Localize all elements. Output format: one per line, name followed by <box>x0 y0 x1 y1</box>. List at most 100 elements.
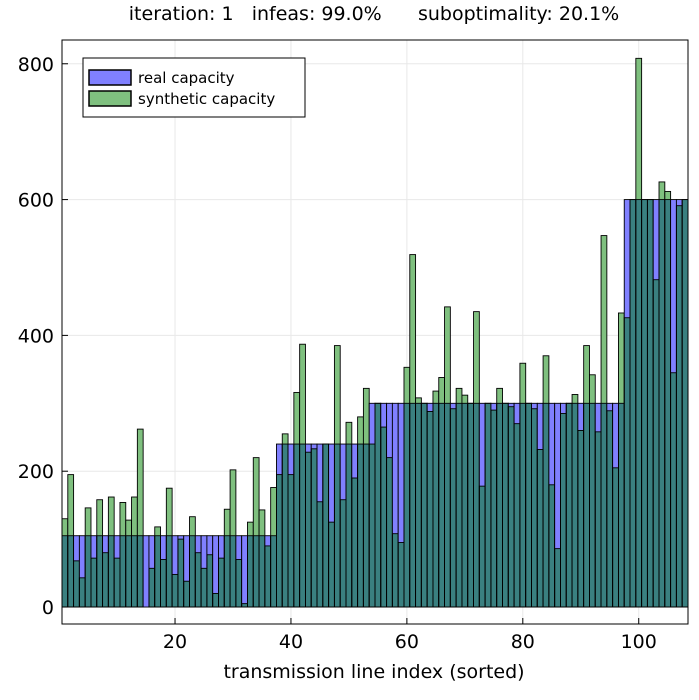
bar-overlap <box>630 199 636 608</box>
bar-overlap <box>502 403 509 608</box>
bar-overlap <box>543 403 549 608</box>
bar-overlap <box>328 522 335 608</box>
bar-real-excess <box>380 403 387 428</box>
bar-overlap <box>212 593 219 608</box>
bar-overlap <box>496 403 503 608</box>
bar-real-excess <box>624 199 631 318</box>
bar-synthetic-excess <box>461 395 468 404</box>
bar-overlap <box>137 535 144 608</box>
bar-real-excess <box>560 403 567 414</box>
legend-label-synthetic: synthetic capacity <box>138 90 275 108</box>
bar-synthetic <box>136 428 144 608</box>
bar-overlap <box>334 444 341 608</box>
bar-synthetic-excess <box>62 518 68 536</box>
bar-overlap <box>432 403 439 608</box>
bar-overlap <box>125 535 132 608</box>
bar-synthetic-excess <box>224 509 231 536</box>
bar-overlap <box>589 403 596 608</box>
bar-overlap <box>183 581 190 608</box>
bar-synthetic-excess <box>432 391 439 404</box>
bar-overlap <box>403 403 410 608</box>
bar-synthetic-excess <box>137 429 144 536</box>
bar-overlap <box>340 499 347 608</box>
bar-overlap <box>537 449 544 608</box>
bar-real-excess <box>386 403 393 458</box>
bar-overlap <box>676 205 683 608</box>
bar-overlap <box>595 431 602 608</box>
bar-overlap <box>409 403 416 608</box>
bar-overlap <box>172 574 178 608</box>
bar-synthetic-excess <box>125 520 132 536</box>
bar-overlap <box>682 199 688 608</box>
bar-overlap <box>450 408 457 608</box>
bar-synthetic-excess <box>572 394 578 404</box>
bar-real-excess <box>177 535 184 540</box>
bar-real-excess <box>653 199 660 280</box>
bar-overlap <box>560 413 567 608</box>
bar-real-excess <box>606 403 613 411</box>
bar-overlap <box>583 403 590 608</box>
bar-synthetic-excess <box>189 516 196 536</box>
bar-overlap <box>90 558 97 608</box>
bar-real-excess <box>90 535 97 559</box>
bar-overlap <box>612 467 619 608</box>
x-tick-label: 100 <box>621 631 657 653</box>
x-tick-label: 20 <box>163 631 187 653</box>
bar-real-excess <box>369 403 375 445</box>
bar-overlap <box>369 444 375 608</box>
bar-real-excess <box>201 535 207 569</box>
bar-overlap <box>160 559 167 608</box>
bar-overlap <box>346 444 352 608</box>
bar-real-excess <box>392 403 399 534</box>
legend-swatch-real <box>88 69 132 86</box>
bar-overlap <box>415 403 422 608</box>
bar-real-excess <box>537 403 544 450</box>
bar-overlap <box>264 545 271 608</box>
bar-overlap <box>102 552 109 608</box>
legend-box <box>82 57 306 118</box>
bar-overlap <box>618 403 625 608</box>
bar-overlap <box>131 535 138 608</box>
bar-overlap <box>96 535 103 608</box>
bar-overlap <box>363 444 370 608</box>
bar-overlap <box>641 199 648 608</box>
bar-real-excess <box>160 535 167 560</box>
bar-overlap <box>357 444 364 608</box>
bar-overlap <box>62 535 68 608</box>
bar-overlap <box>554 548 561 608</box>
bar-synthetic-excess <box>247 522 254 536</box>
bar-overlap <box>659 199 665 608</box>
bar-real-excess <box>554 403 561 549</box>
bar-real-excess <box>340 444 347 500</box>
bar-overlap <box>259 535 265 608</box>
bar-overlap <box>519 403 526 608</box>
plot-frame <box>61 39 689 625</box>
bar-overlap <box>148 568 155 608</box>
y-tick-label: 400 <box>18 325 54 347</box>
bar-synthetic-excess <box>543 355 549 404</box>
bar-overlap <box>166 535 173 608</box>
bar-synthetic-excess <box>659 181 665 200</box>
bar-overlap <box>467 403 474 608</box>
bar-overlap <box>119 535 126 608</box>
bar-overlap <box>473 403 480 608</box>
bar-synthetic-excess <box>293 392 300 445</box>
bar-overlap <box>670 372 677 608</box>
bar-synthetic-excess <box>131 497 138 536</box>
bar-overlap <box>601 403 607 608</box>
bar-overlap <box>606 410 613 608</box>
bar-real-excess <box>79 535 86 578</box>
bar-real-excess <box>235 535 242 560</box>
bar-synthetic-excess <box>270 487 277 536</box>
bar-real-excess <box>398 403 404 543</box>
bar-overlap <box>444 403 451 608</box>
bar-synthetic-excess <box>415 397 422 404</box>
bar-overlap <box>514 423 520 608</box>
bar-overlap <box>624 317 631 608</box>
bar-overlap <box>299 444 306 608</box>
bar-synthetic-excess <box>403 367 410 404</box>
bar-overlap <box>253 535 260 608</box>
bar-synthetic-excess <box>601 235 607 404</box>
bar-synthetic-excess <box>589 374 596 404</box>
